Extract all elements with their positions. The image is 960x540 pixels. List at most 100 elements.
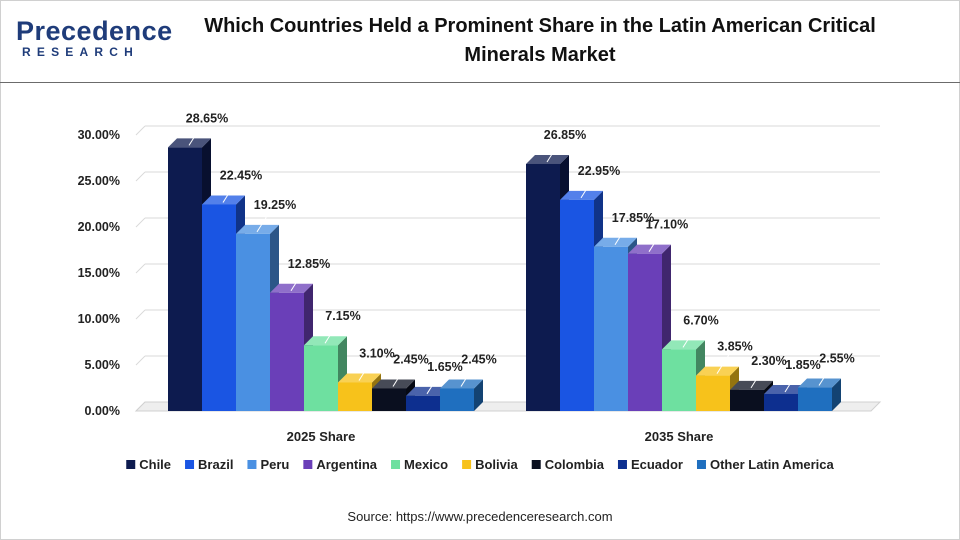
legend-swatch — [185, 460, 195, 469]
legend-label: Argentina — [316, 457, 377, 472]
bar-top — [730, 380, 773, 390]
bar-front — [406, 395, 440, 411]
bar-front — [372, 388, 406, 411]
legend-label: Other Latin America — [710, 457, 835, 472]
bar-front — [526, 163, 560, 411]
bar-front — [696, 375, 730, 411]
data-label: 19.25% — [254, 198, 296, 212]
bar-top — [270, 283, 313, 293]
legend-item-chile: Chile — [126, 457, 171, 472]
data-label: 12.85% — [288, 257, 330, 271]
data-label: 22.45% — [220, 168, 262, 182]
category-label: 2025 Share — [287, 429, 356, 444]
bar-front — [628, 253, 662, 411]
label-leader — [580, 178, 594, 199]
data-label: 17.10% — [646, 218, 688, 232]
label-leader — [784, 372, 798, 393]
bar-top — [338, 373, 381, 383]
y-tick-label: 10.00% — [78, 312, 120, 326]
bar-front — [730, 389, 764, 411]
bar-side — [474, 379, 483, 411]
bar-front — [270, 292, 304, 411]
data-label: 2.45% — [461, 352, 496, 366]
label-leader — [392, 367, 406, 387]
label-leader — [750, 368, 764, 389]
legend: Chile Brazil Peru Argentina Mexico Bolivia Col… — [126, 457, 835, 472]
label-leader — [222, 183, 236, 203]
bar-top — [202, 195, 245, 205]
label-leader — [648, 232, 662, 252]
data-label: 6.70% — [683, 313, 718, 327]
logo-subtext: RESEARCH — [22, 45, 139, 59]
bar-top — [372, 379, 415, 389]
label-leader — [682, 328, 696, 348]
legend-label: Peru — [260, 457, 289, 472]
y-tick-label: 15.00% — [78, 266, 120, 280]
bar-front — [304, 345, 338, 411]
bar-front — [440, 388, 474, 411]
label-leader — [546, 142, 560, 163]
chart-title: Which Countries Held a Prominent Share i… — [204, 15, 876, 66]
source-note: Source: https://www.precedenceresearch.c… — [347, 509, 613, 524]
bar-top — [526, 154, 569, 164]
label-leader — [426, 374, 440, 395]
bar-top — [798, 378, 841, 388]
legend-swatch — [126, 460, 136, 469]
legend-swatch — [303, 460, 313, 469]
bar-brazil — [560, 190, 603, 411]
bars — [168, 138, 841, 412]
legend-item-other-latin-america: Other Latin America — [696, 457, 835, 472]
gridline-side — [135, 217, 146, 228]
data-label: 2.45% — [393, 352, 428, 366]
data-labels: 28.65%22.45%19.25%12.85%7.15%3.10%2.45%1… — [186, 111, 855, 395]
legend-item-argentina: Argentina — [303, 457, 378, 472]
legend-label: Mexico — [404, 457, 448, 472]
gridline-side — [135, 355, 146, 366]
gridline-side — [135, 309, 146, 320]
y-tick-label: 30.00% — [78, 128, 120, 142]
bar-front — [168, 147, 202, 412]
category-label: 2035 Share — [645, 429, 714, 444]
legend-swatch — [391, 460, 401, 469]
label-leader — [256, 212, 270, 233]
legend-swatch — [462, 460, 472, 469]
legend-item-ecuador: Ecuador — [617, 457, 683, 472]
bar-top — [304, 336, 347, 346]
data-label: 22.95% — [578, 164, 620, 178]
y-tick-label: 0.00% — [85, 404, 120, 418]
legend-item-mexico: Mexico — [391, 457, 448, 472]
data-label: 26.85% — [544, 128, 586, 142]
label-leader — [818, 366, 832, 386]
bar-top — [168, 138, 211, 148]
y-tick-label: 5.00% — [85, 358, 120, 372]
brand-logo: Precedence RESEARCH — [16, 16, 172, 66]
bar-top — [406, 386, 449, 396]
data-label: 17.85% — [612, 211, 654, 225]
legend-item-colombia: Colombia — [531, 457, 605, 472]
bar-front — [662, 349, 696, 411]
header: Precedence RESEARCH Which Countries Held… — [0, 0, 960, 83]
bar-front — [236, 233, 270, 411]
bar-front — [798, 387, 832, 411]
bar-other-latin-america — [798, 378, 841, 411]
legend-swatch — [247, 460, 257, 469]
chart-canvas: 0.00% 5.00% 10.00% 15.00% 20.00% 25.00% 30.00%… — [78, 111, 882, 472]
bar-top — [236, 224, 279, 234]
data-label: 2.30% — [751, 354, 786, 368]
gridline-side — [135, 171, 146, 182]
legend-label: Brazil — [198, 457, 233, 472]
label-leader — [358, 361, 372, 381]
label-leader — [614, 225, 628, 246]
bar-front — [202, 204, 236, 411]
legend-swatch — [696, 460, 706, 469]
label-leader — [460, 367, 474, 387]
legend-label: Ecuador — [631, 457, 683, 472]
data-label: 7.15% — [325, 309, 360, 323]
legend-label: Chile — [139, 457, 171, 472]
bar-top — [764, 384, 807, 394]
bar-front — [338, 382, 372, 411]
data-label: 28.65% — [186, 111, 228, 125]
legend-swatch — [617, 460, 627, 469]
bar-top — [560, 190, 603, 200]
label-leader — [324, 323, 338, 344]
